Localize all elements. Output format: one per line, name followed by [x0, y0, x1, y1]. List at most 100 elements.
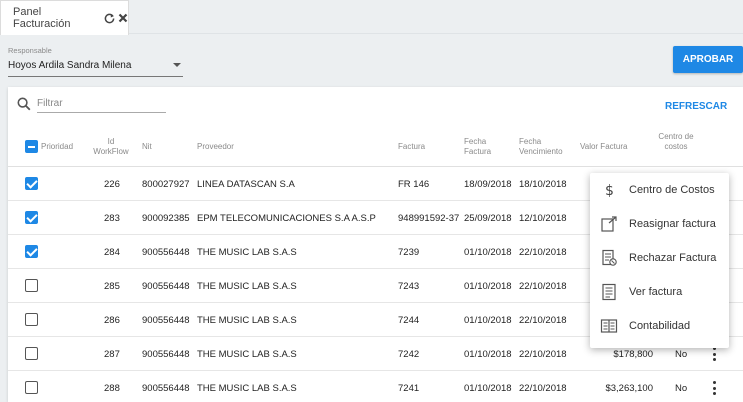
table-row[interactable]: 286 900556448 THE MUSIC LAB S.A.S 7244 01/10… — [8, 303, 743, 337]
cell-fecha-vencimiento: 22/10/2018 — [519, 315, 567, 326]
header-factura[interactable]: Factura — [398, 142, 426, 151]
header-prioridad[interactable]: Prioridad — [41, 142, 74, 151]
cell-factura: 7241 — [398, 383, 420, 394]
cell-fecha-vencimiento: 22/10/2018 — [519, 349, 567, 360]
table-row[interactable]: 226 800027927 LINEA DATASCAN S.A FR 146 18/0… — [8, 167, 743, 201]
cell-proveedor: EPM TELECOMUNICACIONES S.A A.S.P — [197, 213, 376, 224]
filters-bar: Responsable Hoyos Ardila Sandra Milena A… — [0, 35, 743, 87]
cell-proveedor: THE MUSIC LAB S.A.S — [197, 315, 297, 326]
header-fecha-vencimiento[interactable]: Fecha Vencimiento — [519, 137, 563, 156]
svg-text:$: $ — [605, 183, 614, 199]
cell-nit: 900092385 — [142, 213, 190, 224]
tab-panel-facturacion[interactable]: Panel Facturación — [0, 0, 129, 35]
cell-fecha-factura: 01/10/2018 — [464, 383, 512, 394]
cell-nit: 900556448 — [142, 315, 190, 326]
menu-item-contabilidad[interactable]: Contabilidad — [590, 309, 729, 343]
cell-factura: 7244 — [398, 315, 420, 326]
cell-id: 226 — [104, 179, 120, 190]
menu-item-label: Centro de Costos — [629, 184, 715, 196]
menu-item-ver-factura[interactable]: Ver factura — [590, 275, 729, 309]
cell-fecha-factura: 01/10/2018 — [464, 349, 512, 360]
filter-input[interactable] — [37, 95, 166, 113]
dollar-icon: $ — [600, 181, 618, 199]
cell-proveedor: THE MUSIC LAB S.A.S — [197, 349, 297, 360]
cell-nit: 900556448 — [142, 349, 190, 360]
close-icon[interactable] — [118, 13, 128, 23]
menu-item-label: Ver factura — [629, 286, 683, 298]
cell-centro-costos: No — [675, 383, 688, 394]
select-underline — [8, 76, 183, 77]
search-icon — [17, 97, 31, 116]
cell-valor: $3,263,100 — [605, 383, 653, 394]
menu-item-centro-costos[interactable]: $ Centro de Costos — [590, 173, 729, 207]
row-checkbox[interactable] — [25, 245, 38, 258]
row-checkbox[interactable] — [25, 381, 38, 394]
cell-factura: 7242 — [398, 349, 420, 360]
table-row[interactable]: 284 900556448 THE MUSIC LAB S.A.S 7239 01/10… — [8, 235, 743, 269]
row-checkbox[interactable] — [25, 313, 38, 326]
cell-id: 288 — [104, 383, 120, 394]
approve-button[interactable]: APROBAR — [673, 46, 743, 73]
cell-id: 283 — [104, 213, 120, 224]
menu-item-label: Rechazar Factura — [629, 252, 717, 264]
menu-item-label: Contabilidad — [629, 320, 691, 332]
cell-fecha-factura: 18/09/2018 — [464, 179, 512, 190]
table-row[interactable]: 283 900092385 EPM TELECOMUNICACIONES S.A A… — [8, 201, 743, 235]
header-valor-factura[interactable]: Valor Factura — [580, 142, 628, 151]
cell-factura: 7243 — [398, 281, 420, 292]
cell-fecha-vencimiento: 18/10/2018 — [519, 179, 567, 190]
table-row[interactable]: 287 900556448 THE MUSIC LAB S.A.S 7242 01/10… — [8, 337, 743, 371]
cell-factura: FR 146 — [398, 179, 430, 190]
cell-fecha-factura: 01/10/2018 — [464, 315, 512, 326]
cell-fecha-factura: 25/09/2018 — [464, 213, 512, 224]
cell-fecha-factura: 01/10/2018 — [464, 281, 512, 292]
cell-proveedor: THE MUSIC LAB S.A.S — [197, 383, 297, 394]
cell-id: 284 — [104, 247, 120, 258]
row-checkbox[interactable] — [25, 177, 38, 190]
cell-valor: $178,800 — [613, 349, 653, 360]
refresh-button[interactable]: REFRESCAR — [665, 101, 728, 112]
tab-title: Panel Facturación — [13, 6, 71, 30]
cell-fecha-vencimiento: 22/10/2018 — [519, 281, 567, 292]
table-row[interactable]: 288 900556448 THE MUSIC LAB S.A.S 7241 01/10… — [8, 371, 743, 402]
reassign-icon — [600, 215, 618, 233]
header-id-workflow[interactable]: Id WorkFlow — [93, 137, 129, 156]
responsable-label: Responsable — [8, 46, 52, 55]
select-all-checkbox[interactable] — [25, 140, 38, 153]
cell-proveedor: THE MUSIC LAB S.A.S — [197, 247, 297, 258]
cell-id: 285 — [104, 281, 120, 292]
row-checkbox[interactable] — [25, 211, 38, 224]
responsable-select[interactable]: Hoyos Ardila Sandra Milena — [8, 60, 132, 71]
header-fecha-factura[interactable]: Fecha Factura — [464, 137, 492, 156]
header-proveedor[interactable]: Proveedor — [197, 142, 234, 151]
more-vert-icon[interactable] — [710, 381, 718, 395]
menu-item-rechazar[interactable]: Rechazar Factura — [590, 241, 729, 275]
row-checkbox[interactable] — [25, 347, 38, 360]
cell-fecha-vencimiento: 12/10/2018 — [519, 213, 567, 224]
cell-nit: 800027927 — [142, 179, 190, 190]
accounting-icon — [600, 317, 618, 335]
reject-invoice-icon — [600, 249, 618, 267]
chevron-down-icon[interactable] — [173, 63, 181, 67]
tab-bar: Panel Facturación — [0, 0, 743, 35]
cell-fecha-vencimiento: 22/10/2018 — [519, 247, 567, 258]
cell-id: 286 — [104, 315, 120, 326]
cell-centro-costos: No — [675, 349, 688, 360]
cell-factura: 948991592-37 — [398, 213, 460, 224]
header-centro-costos[interactable]: Centro de costos — [658, 132, 694, 151]
cell-nit: 900556448 — [142, 247, 190, 258]
cell-factura: 7239 — [398, 247, 420, 258]
cell-nit: 900556448 — [142, 281, 190, 292]
cell-proveedor: THE MUSIC LAB S.A.S — [197, 281, 297, 292]
cell-proveedor: LINEA DATASCAN S.A — [197, 179, 295, 190]
row-checkbox[interactable] — [25, 279, 38, 292]
more-vert-icon[interactable] — [710, 347, 718, 361]
refresh-icon[interactable] — [104, 13, 115, 24]
cell-fecha-factura: 01/10/2018 — [464, 247, 512, 258]
view-invoice-icon — [600, 283, 618, 301]
header-nit[interactable]: Nit — [142, 142, 152, 151]
menu-item-label: Reasignar factura — [629, 218, 716, 230]
menu-item-reasignar[interactable]: Reasignar factura — [590, 207, 729, 241]
cell-fecha-vencimiento: 22/10/2018 — [519, 383, 567, 394]
cell-nit: 900556448 — [142, 383, 190, 394]
